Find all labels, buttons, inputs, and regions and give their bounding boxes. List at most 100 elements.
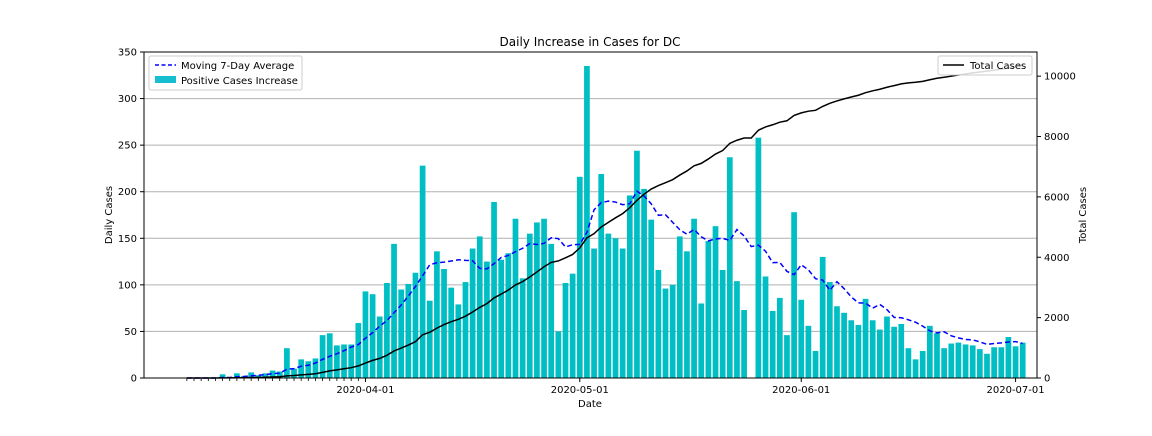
bar xyxy=(469,248,476,378)
bar xyxy=(805,325,812,378)
bar xyxy=(919,350,926,378)
bar xyxy=(619,248,626,378)
bar xyxy=(812,350,819,378)
y-axis-left: 0 50 100 150 200 250 300 350 xyxy=(118,48,144,385)
bar xyxy=(484,261,490,378)
grid-layer xyxy=(144,51,1037,332)
y-right-tick-label: 8000 xyxy=(1044,132,1069,143)
bar xyxy=(412,272,419,378)
y-left-tick-label: 50 xyxy=(124,327,137,338)
y-right-tick-label: 4000 xyxy=(1044,253,1069,264)
bars-layer xyxy=(219,65,1026,378)
bar xyxy=(519,278,526,378)
bar xyxy=(655,269,662,378)
bar xyxy=(912,359,919,378)
bar xyxy=(984,353,990,378)
bar xyxy=(926,325,933,378)
y-axis-right: 0 2000 4000 6000 8000 10000 xyxy=(1037,72,1076,385)
bar xyxy=(548,243,555,378)
bar xyxy=(698,303,705,378)
legend-average-label: Moving 7-Day Average xyxy=(181,61,294,72)
x-axis: 2020-04-01 2020-05-01 2020-06-01 2020-07-01 xyxy=(186,378,1045,396)
bar xyxy=(669,284,676,378)
bar xyxy=(998,347,1005,378)
bar xyxy=(434,251,440,378)
bar xyxy=(269,370,276,378)
bar xyxy=(841,312,847,378)
bar xyxy=(862,298,869,378)
bar xyxy=(234,373,240,378)
chart-title: Daily Increase in Cases for DC xyxy=(500,35,681,49)
x-tick-label: 2020-05-01 xyxy=(551,385,609,396)
y-right-tick-label: 6000 xyxy=(1044,192,1069,203)
bar xyxy=(676,236,683,378)
y-left-tick-label: 100 xyxy=(118,280,137,291)
y-left-tick-label: 250 xyxy=(118,141,137,152)
y-left-tick-label: 200 xyxy=(118,187,137,198)
bar xyxy=(598,174,605,378)
bar xyxy=(776,297,783,378)
bar xyxy=(741,310,747,378)
bar xyxy=(505,253,512,378)
lines-layer xyxy=(186,64,1023,379)
x-tick-label: 2020-07-01 xyxy=(987,385,1045,396)
y-right-tick-label: 2000 xyxy=(1044,313,1069,324)
bar xyxy=(819,256,826,378)
bar xyxy=(719,269,726,378)
y-left-tick-label: 150 xyxy=(118,234,137,245)
bar xyxy=(262,373,269,378)
y-right-tick-label: 0 xyxy=(1044,374,1050,385)
bar xyxy=(319,335,326,378)
bar xyxy=(848,320,855,378)
bar xyxy=(498,259,505,378)
bar xyxy=(341,344,347,378)
bar xyxy=(441,269,447,378)
bar xyxy=(419,165,426,378)
bar xyxy=(305,361,312,378)
legend-right-box xyxy=(937,55,1033,76)
bar xyxy=(369,294,376,378)
bar xyxy=(976,349,983,378)
bar xyxy=(405,283,412,378)
bar xyxy=(734,281,740,378)
bar xyxy=(691,218,697,378)
y-left-tick-label: 300 xyxy=(118,94,137,105)
bar xyxy=(798,299,805,378)
bar xyxy=(662,288,669,378)
legend-left-box xyxy=(148,55,303,91)
bar xyxy=(791,212,797,378)
bar xyxy=(962,344,969,378)
legend-right: Total Cases xyxy=(937,55,1033,76)
y-left-tick-label: 0 xyxy=(131,374,137,385)
average-line xyxy=(186,190,1023,379)
bar xyxy=(855,324,862,378)
bar xyxy=(426,300,433,378)
bar xyxy=(1019,342,1026,378)
bar xyxy=(555,331,562,378)
bar xyxy=(712,226,719,378)
bar xyxy=(384,282,390,378)
bar xyxy=(769,310,776,378)
bar xyxy=(969,345,976,378)
bar xyxy=(605,233,612,378)
legend-bars-swatch xyxy=(155,76,176,83)
bar xyxy=(1005,337,1012,378)
legend-bars-label: Positive Cases Increase xyxy=(181,76,298,87)
bar xyxy=(612,238,619,378)
bar xyxy=(491,201,497,378)
bar xyxy=(991,347,997,378)
bar xyxy=(898,323,905,378)
bar xyxy=(462,282,469,378)
bar xyxy=(626,195,633,378)
bar xyxy=(1012,346,1019,378)
y-left-tick-label: 350 xyxy=(118,48,137,59)
bar xyxy=(362,291,369,378)
bar xyxy=(334,345,340,378)
y-axis-label-left: Daily Cases xyxy=(104,186,115,244)
bar xyxy=(955,342,962,378)
bar xyxy=(284,348,290,378)
bar xyxy=(634,150,640,378)
bar xyxy=(755,137,762,378)
bar xyxy=(941,348,947,378)
